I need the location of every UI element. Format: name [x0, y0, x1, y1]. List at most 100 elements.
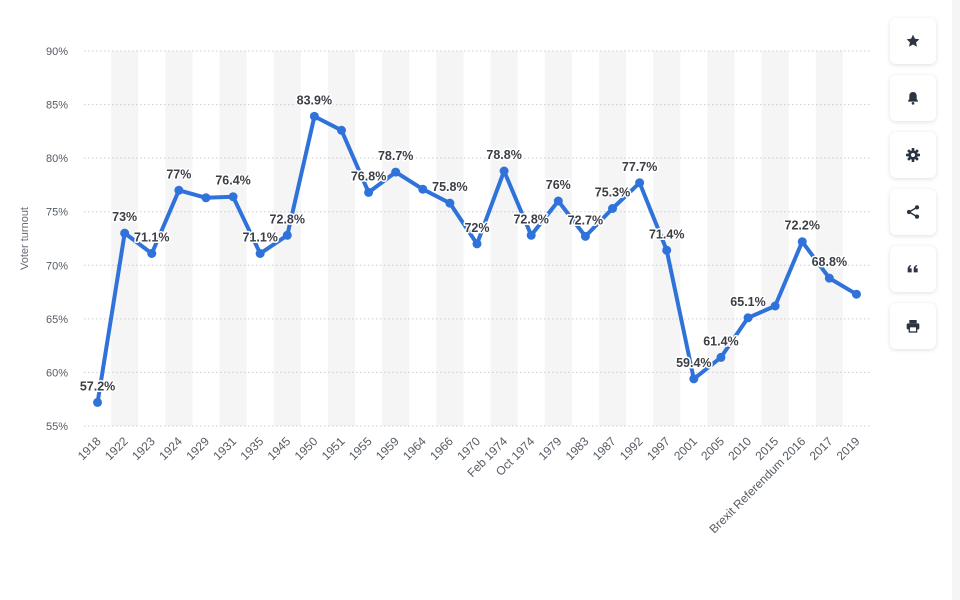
data-label: 83.9%	[297, 93, 332, 107]
data-point	[662, 245, 672, 255]
gear-icon	[906, 148, 920, 162]
y-tick-label: 85%	[46, 100, 68, 112]
data-point	[201, 193, 211, 203]
favorite-button[interactable]	[890, 18, 936, 64]
x-tick-label: 1955	[346, 434, 375, 463]
data-label: 75.3%	[595, 186, 630, 200]
data-point	[472, 239, 482, 249]
plot-band	[165, 51, 193, 426]
data-point	[797, 237, 807, 247]
data-point	[364, 187, 374, 197]
plot-band	[598, 51, 627, 426]
y-tick-label: 55%	[46, 421, 68, 433]
share-button[interactable]	[890, 189, 936, 235]
data-label: 72%	[464, 221, 489, 235]
quote-icon	[907, 265, 918, 273]
x-tick-label: 1966	[427, 434, 456, 463]
x-tick-label: 1935	[238, 434, 267, 463]
x-tick-label: 2019	[834, 434, 863, 463]
plot-band	[815, 51, 843, 426]
data-point	[851, 289, 861, 299]
data-point	[499, 166, 509, 176]
x-tick-label: 1950	[292, 434, 321, 463]
cite-button[interactable]	[890, 246, 936, 292]
data-point	[580, 231, 590, 241]
data-label: 61.4%	[703, 334, 738, 348]
data-label: 76%	[546, 178, 571, 192]
data-label: 73%	[112, 210, 137, 224]
plot-band	[382, 51, 410, 426]
data-point	[309, 111, 319, 121]
notification-button[interactable]	[890, 75, 936, 121]
data-point	[608, 204, 618, 213]
y-tick-label: 80%	[46, 153, 68, 165]
data-point	[716, 352, 726, 362]
star-icon	[906, 34, 920, 47]
print-icon	[906, 320, 920, 333]
x-tick-label: 2010	[725, 434, 754, 463]
data-point	[743, 313, 753, 323]
x-tick-label: 1945	[265, 434, 294, 463]
x-tick-label: 1951	[319, 434, 348, 463]
data-point	[336, 125, 346, 135]
x-tick-label: 1923	[129, 434, 158, 463]
data-point	[689, 374, 699, 384]
data-point	[824, 273, 834, 283]
data-point	[526, 230, 536, 240]
data-label: 71.1%	[134, 231, 169, 245]
x-tick-label: 1922	[102, 434, 131, 463]
x-tick-label: 2017	[807, 434, 836, 463]
x-tick-label: 2005	[698, 434, 727, 463]
data-point	[635, 178, 645, 188]
plot-band	[490, 51, 518, 426]
data-point	[228, 192, 238, 202]
data-label: 72.2%	[785, 219, 820, 233]
y-tick-label: 60%	[46, 367, 68, 379]
x-tick-label: 1929	[183, 434, 212, 463]
y-tick-label: 70%	[46, 260, 68, 272]
data-point	[553, 196, 563, 206]
data-point	[93, 397, 103, 407]
bell-icon	[908, 92, 918, 105]
print-button[interactable]	[890, 303, 936, 349]
x-tick-label: 1959	[373, 434, 402, 463]
x-tick-label: 1931	[210, 434, 239, 463]
data-label: 57.2%	[80, 379, 115, 393]
data-label: 72.7%	[568, 213, 603, 227]
data-point	[282, 230, 292, 240]
y-tick-label: 65%	[46, 314, 68, 326]
data-point	[770, 301, 780, 311]
x-tick-label: 1924	[156, 434, 185, 463]
data-label: 76.8%	[351, 169, 386, 183]
x-tick-label: 1918	[75, 434, 104, 463]
x-tick-label: 1987	[590, 434, 619, 463]
plot-band	[327, 51, 356, 426]
data-point	[391, 167, 401, 177]
settings-button[interactable]	[890, 132, 936, 178]
series-line	[95, 114, 859, 405]
data-point	[174, 185, 184, 195]
x-tick-label: 2001	[671, 434, 700, 463]
plot-band	[761, 51, 789, 426]
data-label: 77%	[166, 167, 191, 181]
x-tick-label: 1992	[617, 434, 646, 463]
data-label: 65.1%	[730, 295, 765, 309]
data-label: 77.7%	[622, 160, 657, 174]
x-tick-label: 1983	[563, 434, 592, 463]
data-point	[418, 184, 428, 194]
y-tick-label: 75%	[46, 207, 68, 219]
x-tick-label: 1964	[400, 434, 429, 463]
y-tick-label: 90%	[46, 46, 68, 58]
share-icon	[906, 205, 920, 219]
data-label: 59.4%	[676, 356, 711, 370]
data-label: 75.8%	[432, 180, 467, 194]
y-axis-label: Voter turnout	[19, 207, 31, 270]
data-label: 78.8%	[486, 148, 521, 162]
plot-band	[653, 51, 681, 426]
data-label: 68.8%	[812, 255, 847, 269]
plot-band	[436, 51, 464, 426]
data-point	[445, 198, 455, 208]
data-label: 78.7%	[378, 149, 413, 163]
data-label: 71.1%	[242, 231, 277, 245]
